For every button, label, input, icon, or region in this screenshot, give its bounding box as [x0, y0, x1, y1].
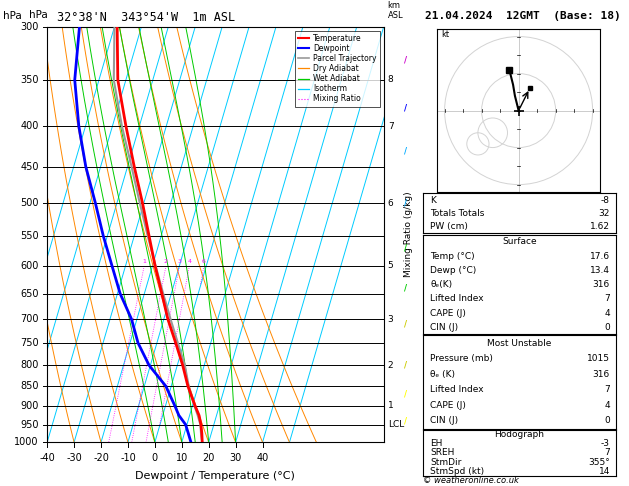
Text: Lifted Index: Lifted Index: [430, 385, 484, 394]
Text: CAPE (J): CAPE (J): [430, 401, 466, 410]
Text: -10: -10: [120, 452, 136, 463]
Text: 20: 20: [203, 452, 215, 463]
Text: 400: 400: [20, 121, 39, 131]
Text: Temp (°C): Temp (°C): [430, 252, 475, 260]
Text: 1.62: 1.62: [590, 222, 610, 231]
Text: /: /: [404, 104, 407, 113]
Text: Mixing Ratio (g/kg): Mixing Ratio (g/kg): [404, 191, 413, 278]
Text: 1015: 1015: [587, 354, 610, 363]
Text: 650: 650: [20, 289, 39, 298]
Text: 7: 7: [604, 385, 610, 394]
Text: 17.6: 17.6: [590, 252, 610, 260]
Text: 450: 450: [20, 162, 39, 172]
Text: /: /: [404, 199, 407, 208]
Text: 2: 2: [164, 259, 168, 264]
Text: 32°38'N  343°54'W  1m ASL: 32°38'N 343°54'W 1m ASL: [57, 11, 235, 24]
Text: 800: 800: [20, 360, 39, 370]
Text: /: /: [404, 361, 407, 370]
Text: 5: 5: [387, 261, 394, 270]
Text: hPa: hPa: [3, 11, 22, 21]
Text: Hodograph: Hodograph: [494, 430, 544, 439]
Text: 14: 14: [599, 467, 610, 476]
Text: /: /: [404, 284, 407, 293]
Text: 500: 500: [20, 198, 39, 208]
Text: 2: 2: [387, 361, 393, 370]
Text: 316: 316: [593, 370, 610, 379]
Text: 21.04.2024  12GMT  (Base: 18): 21.04.2024 12GMT (Base: 18): [425, 11, 620, 21]
Text: 300: 300: [20, 22, 39, 32]
Text: SREH: SREH: [430, 449, 455, 457]
Text: km
ASL: km ASL: [387, 1, 403, 20]
Text: 0: 0: [604, 323, 610, 332]
Text: K: K: [430, 195, 437, 205]
Text: 950: 950: [20, 419, 39, 430]
Text: 6: 6: [202, 259, 206, 264]
Text: 7: 7: [604, 295, 610, 303]
Text: © weatheronline.co.uk: © weatheronline.co.uk: [423, 475, 518, 485]
Text: 8: 8: [387, 75, 394, 85]
Text: -8: -8: [601, 195, 610, 205]
Text: 3: 3: [387, 314, 394, 324]
Text: LCL: LCL: [387, 420, 404, 429]
Text: 316: 316: [593, 280, 610, 289]
Text: 1: 1: [387, 401, 394, 410]
Text: 6: 6: [387, 199, 394, 208]
Text: -3: -3: [601, 439, 610, 448]
Text: /: /: [404, 320, 407, 329]
Text: -30: -30: [66, 452, 82, 463]
Text: -20: -20: [93, 452, 109, 463]
Text: 13.4: 13.4: [590, 266, 610, 275]
Text: /: /: [404, 244, 407, 253]
Text: 4: 4: [604, 401, 610, 410]
Text: PW (cm): PW (cm): [430, 222, 468, 231]
Text: 0: 0: [152, 452, 158, 463]
Text: StmDir: StmDir: [430, 458, 462, 467]
Text: /: /: [404, 417, 407, 425]
Text: Most Unstable: Most Unstable: [487, 339, 552, 347]
Text: Surface: Surface: [502, 237, 537, 246]
Text: θₑ(K): θₑ(K): [430, 280, 452, 289]
Text: 550: 550: [20, 231, 39, 241]
Text: θₑ (K): θₑ (K): [430, 370, 455, 379]
Text: Totals Totals: Totals Totals: [430, 209, 485, 218]
Text: 750: 750: [20, 338, 39, 348]
Text: 7: 7: [387, 122, 394, 131]
Text: CAPE (J): CAPE (J): [430, 309, 466, 317]
Text: 30: 30: [230, 452, 242, 463]
Text: 3: 3: [177, 259, 182, 264]
Text: 850: 850: [20, 381, 39, 391]
Text: 700: 700: [20, 314, 39, 324]
Text: Dewpoint / Temperature (°C): Dewpoint / Temperature (°C): [135, 471, 296, 481]
Text: /: /: [404, 55, 407, 64]
Text: CIN (J): CIN (J): [430, 323, 459, 332]
Text: 1: 1: [142, 259, 146, 264]
Text: kt: kt: [441, 30, 449, 38]
Text: Dewp (°C): Dewp (°C): [430, 266, 477, 275]
Text: 900: 900: [20, 401, 39, 411]
Text: 0: 0: [604, 417, 610, 425]
Text: EH: EH: [430, 439, 443, 448]
Text: 10: 10: [175, 452, 188, 463]
Text: -40: -40: [39, 452, 55, 463]
Text: StmSpd (kt): StmSpd (kt): [430, 467, 484, 476]
Text: hPa: hPa: [29, 11, 47, 20]
Text: Pressure (mb): Pressure (mb): [430, 354, 493, 363]
Legend: Temperature, Dewpoint, Parcel Trajectory, Dry Adiabat, Wet Adiabat, Isotherm, Mi: Temperature, Dewpoint, Parcel Trajectory…: [295, 31, 380, 106]
Text: 4: 4: [604, 309, 610, 317]
Text: Lifted Index: Lifted Index: [430, 295, 484, 303]
Text: 7: 7: [604, 449, 610, 457]
Text: CIN (J): CIN (J): [430, 417, 459, 425]
Text: 1000: 1000: [14, 437, 39, 447]
Text: 600: 600: [20, 261, 39, 271]
Text: /: /: [404, 146, 407, 156]
Text: 350: 350: [20, 75, 39, 85]
Text: /: /: [404, 390, 407, 399]
Text: 32: 32: [599, 209, 610, 218]
Text: 40: 40: [257, 452, 269, 463]
Text: 355°: 355°: [588, 458, 610, 467]
Text: 4: 4: [187, 259, 191, 264]
